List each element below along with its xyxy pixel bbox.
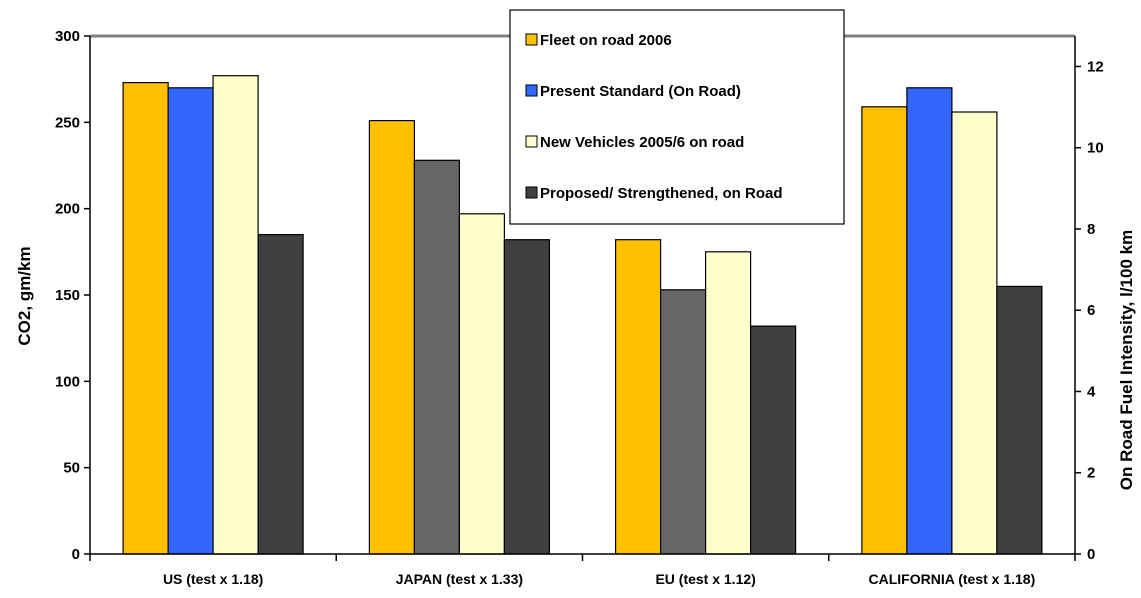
y2-tick-label: 10 xyxy=(1087,140,1104,157)
bar-3-4 xyxy=(749,325,797,555)
bar-4-3 xyxy=(951,111,998,555)
bar-3-3 xyxy=(704,251,752,555)
y-ticks: 0 50 100 150 200 250 300 xyxy=(55,28,90,563)
legend-swatch-2 xyxy=(525,84,538,97)
bar-4-4 xyxy=(996,285,1043,555)
bar-2-4 xyxy=(503,239,550,555)
legend-swatch-4 xyxy=(525,186,538,199)
bar-4-2 xyxy=(906,87,953,555)
y-tick-label: 0 xyxy=(72,546,80,563)
x-category-label: JAPAN (test x 1.33) xyxy=(396,571,523,587)
y-tick-label: 50 xyxy=(63,460,80,477)
bar-2-1 xyxy=(368,119,415,555)
legend-label-2: Present Standard (On Road) xyxy=(540,83,741,100)
bar-2-2 xyxy=(413,159,460,555)
y2-tick-label: 8 xyxy=(1087,221,1095,238)
y-tick-label: 100 xyxy=(55,373,80,390)
y2-axis-title: On Road Fuel Intensity, l/100 km xyxy=(1117,230,1136,490)
y-tick-label: 200 xyxy=(55,201,80,218)
x-ticks: US (test x 1.18) JAPAN (test x 1.33) EU (t… xyxy=(89,554,1076,587)
y2-tick-label: 0 xyxy=(1087,546,1095,563)
y2-tick-label: 12 xyxy=(1087,58,1104,75)
y-tick-label: 300 xyxy=(55,28,80,45)
x-category-label: CALIFORNIA (test x 1.18) xyxy=(869,571,1036,587)
y2-tick-label: 4 xyxy=(1087,383,1096,400)
legend-swatch-3 xyxy=(525,135,538,148)
legend-swatch-1 xyxy=(525,33,538,46)
y-tick-label: 250 xyxy=(55,114,80,131)
y-axis-title: CO2, gm/km xyxy=(15,246,34,345)
legend: Fleet on road 2006 Present Standard (On R… xyxy=(509,9,845,225)
legend-box xyxy=(509,9,845,225)
bar-1-2 xyxy=(167,87,214,555)
bar-1-3 xyxy=(212,75,259,555)
y-tick-label: 150 xyxy=(55,287,80,304)
legend-label-1: Fleet on road 2006 xyxy=(540,32,672,49)
y2-tick-label: 6 xyxy=(1087,302,1095,319)
y2-ticks: 0 2 4 6 8 10 12 xyxy=(1075,58,1104,563)
bar-1-4 xyxy=(257,234,304,555)
x-category-label: EU (test x 1.12) xyxy=(655,571,755,587)
bar-4-1 xyxy=(861,106,908,555)
bar-3-2 xyxy=(659,289,707,555)
legend-label-3: New Vehicles 2005/6 on road xyxy=(540,134,744,151)
bar-3-1 xyxy=(614,239,662,555)
y2-tick-label: 2 xyxy=(1087,465,1095,482)
bar-1-1 xyxy=(122,81,169,555)
legend-label-4: Proposed/ Strengthened, on Road xyxy=(540,185,783,202)
bar-2-3 xyxy=(458,213,505,555)
bars-layer xyxy=(122,75,1043,555)
x-category-label: US (test x 1.18) xyxy=(163,571,263,587)
